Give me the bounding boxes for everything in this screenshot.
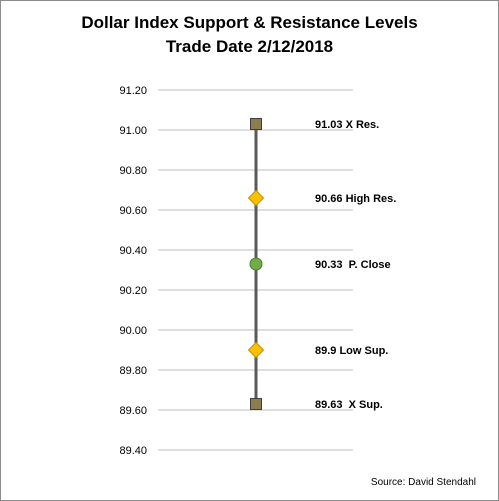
circle-marker (249, 257, 263, 271)
y-tick-label: 90.80 (119, 165, 147, 177)
y-tick-label: 90.60 (119, 205, 147, 217)
y-tick-label: 91.20 (119, 85, 147, 97)
data-label: 90.33 P. Close (315, 259, 391, 271)
y-tick-label: 90.40 (119, 245, 147, 257)
y-tick-label: 90.00 (119, 325, 147, 337)
data-label: 89.9 Low Sup. (315, 345, 388, 357)
y-tick-label: 90.20 (119, 285, 147, 297)
data-label: 90.66 High Res. (315, 193, 396, 205)
source-note: Source: David Stendahl (370, 477, 476, 488)
data-label: 89.63 X Sup. (315, 399, 383, 411)
chart-title: Dollar Index Support & Resistance Levels (81, 13, 418, 32)
square-marker (250, 398, 262, 410)
data-label: 91.03 X Res. (315, 119, 379, 131)
square-marker (250, 118, 262, 130)
y-tick-label: 89.80 (119, 365, 147, 377)
y-tick-label: 89.40 (119, 445, 147, 457)
diamond-marker (247, 341, 265, 359)
y-tick-label: 89.60 (119, 405, 147, 417)
chart-subtitle: Trade Date 2/12/2018 (165, 37, 334, 56)
diamond-marker (247, 189, 265, 207)
y-tick-label: 91.00 (119, 125, 147, 137)
